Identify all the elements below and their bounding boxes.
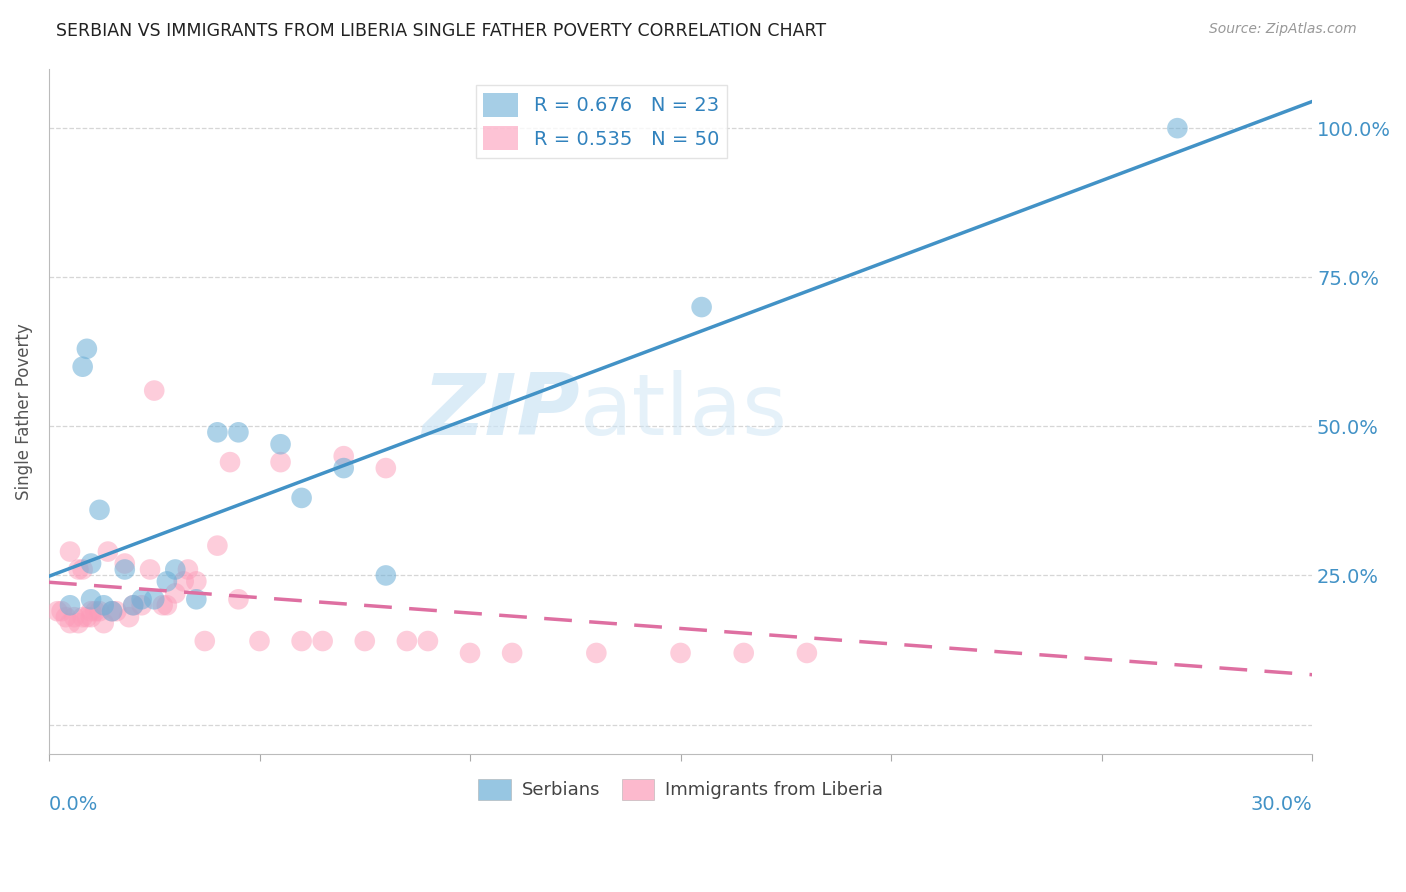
Text: ZIP: ZIP: [422, 370, 579, 453]
Point: [63, 610, 86, 624]
Point: [228, 592, 250, 607]
Point: [80, 557, 103, 571]
Point: [67, 616, 90, 631]
Point: [353, 634, 375, 648]
Point: [122, 599, 145, 613]
Point: [796, 646, 818, 660]
Point: [165, 586, 187, 600]
Point: [173, 574, 195, 589]
Point: [194, 634, 217, 648]
Text: atlas: atlas: [579, 370, 787, 453]
Point: [416, 634, 439, 648]
Point: [690, 300, 713, 314]
Point: [114, 557, 136, 571]
Point: [80, 610, 103, 624]
Point: [165, 562, 187, 576]
Point: [72, 610, 94, 624]
Point: [89, 604, 111, 618]
Point: [80, 604, 103, 618]
Point: [177, 562, 200, 576]
Legend: R = 0.676   N = 23, R = 0.535   N = 50: R = 0.676 N = 23, R = 0.535 N = 50: [475, 85, 727, 158]
Point: [156, 599, 179, 613]
Point: [395, 634, 418, 648]
Point: [118, 610, 141, 624]
Point: [76, 342, 98, 356]
Point: [669, 646, 692, 660]
Point: [270, 437, 292, 451]
Point: [59, 544, 82, 558]
Point: [156, 574, 179, 589]
Text: 0.0%: 0.0%: [49, 796, 98, 814]
Point: [332, 449, 354, 463]
Point: [59, 616, 82, 631]
Point: [76, 610, 98, 624]
Point: [101, 604, 124, 618]
Point: [501, 646, 523, 660]
Point: [59, 599, 82, 613]
Text: Source: ZipAtlas.com: Source: ZipAtlas.com: [1209, 22, 1357, 37]
Point: [89, 503, 111, 517]
Point: [186, 592, 208, 607]
Point: [1166, 121, 1188, 136]
Point: [46, 604, 69, 618]
Point: [374, 568, 396, 582]
Point: [97, 544, 120, 558]
Point: [72, 359, 94, 374]
Point: [207, 425, 229, 440]
Y-axis label: Single Father Poverty: Single Father Poverty: [15, 323, 32, 500]
Point: [84, 604, 107, 618]
Text: SERBIAN VS IMMIGRANTS FROM LIBERIA SINGLE FATHER POVERTY CORRELATION CHART: SERBIAN VS IMMIGRANTS FROM LIBERIA SINGL…: [56, 22, 827, 40]
Point: [228, 425, 250, 440]
Point: [585, 646, 607, 660]
Point: [249, 634, 271, 648]
Point: [207, 539, 229, 553]
Point: [311, 634, 333, 648]
Point: [291, 491, 314, 505]
Point: [101, 604, 124, 618]
Point: [374, 461, 396, 475]
Point: [105, 604, 128, 618]
Point: [55, 610, 77, 624]
Point: [93, 599, 115, 613]
Point: [332, 461, 354, 475]
Point: [131, 592, 153, 607]
Point: [186, 574, 208, 589]
Point: [114, 562, 136, 576]
Point: [219, 455, 242, 469]
Point: [291, 634, 314, 648]
Point: [67, 562, 90, 576]
Point: [733, 646, 755, 660]
Point: [72, 562, 94, 576]
Text: 30.0%: 30.0%: [1250, 796, 1312, 814]
Point: [131, 599, 153, 613]
Point: [458, 646, 481, 660]
Point: [122, 599, 145, 613]
Point: [143, 592, 166, 607]
Point: [139, 562, 162, 576]
Point: [93, 616, 115, 631]
Point: [80, 592, 103, 607]
Point: [143, 384, 166, 398]
Point: [152, 599, 174, 613]
Point: [270, 455, 292, 469]
Point: [51, 604, 73, 618]
